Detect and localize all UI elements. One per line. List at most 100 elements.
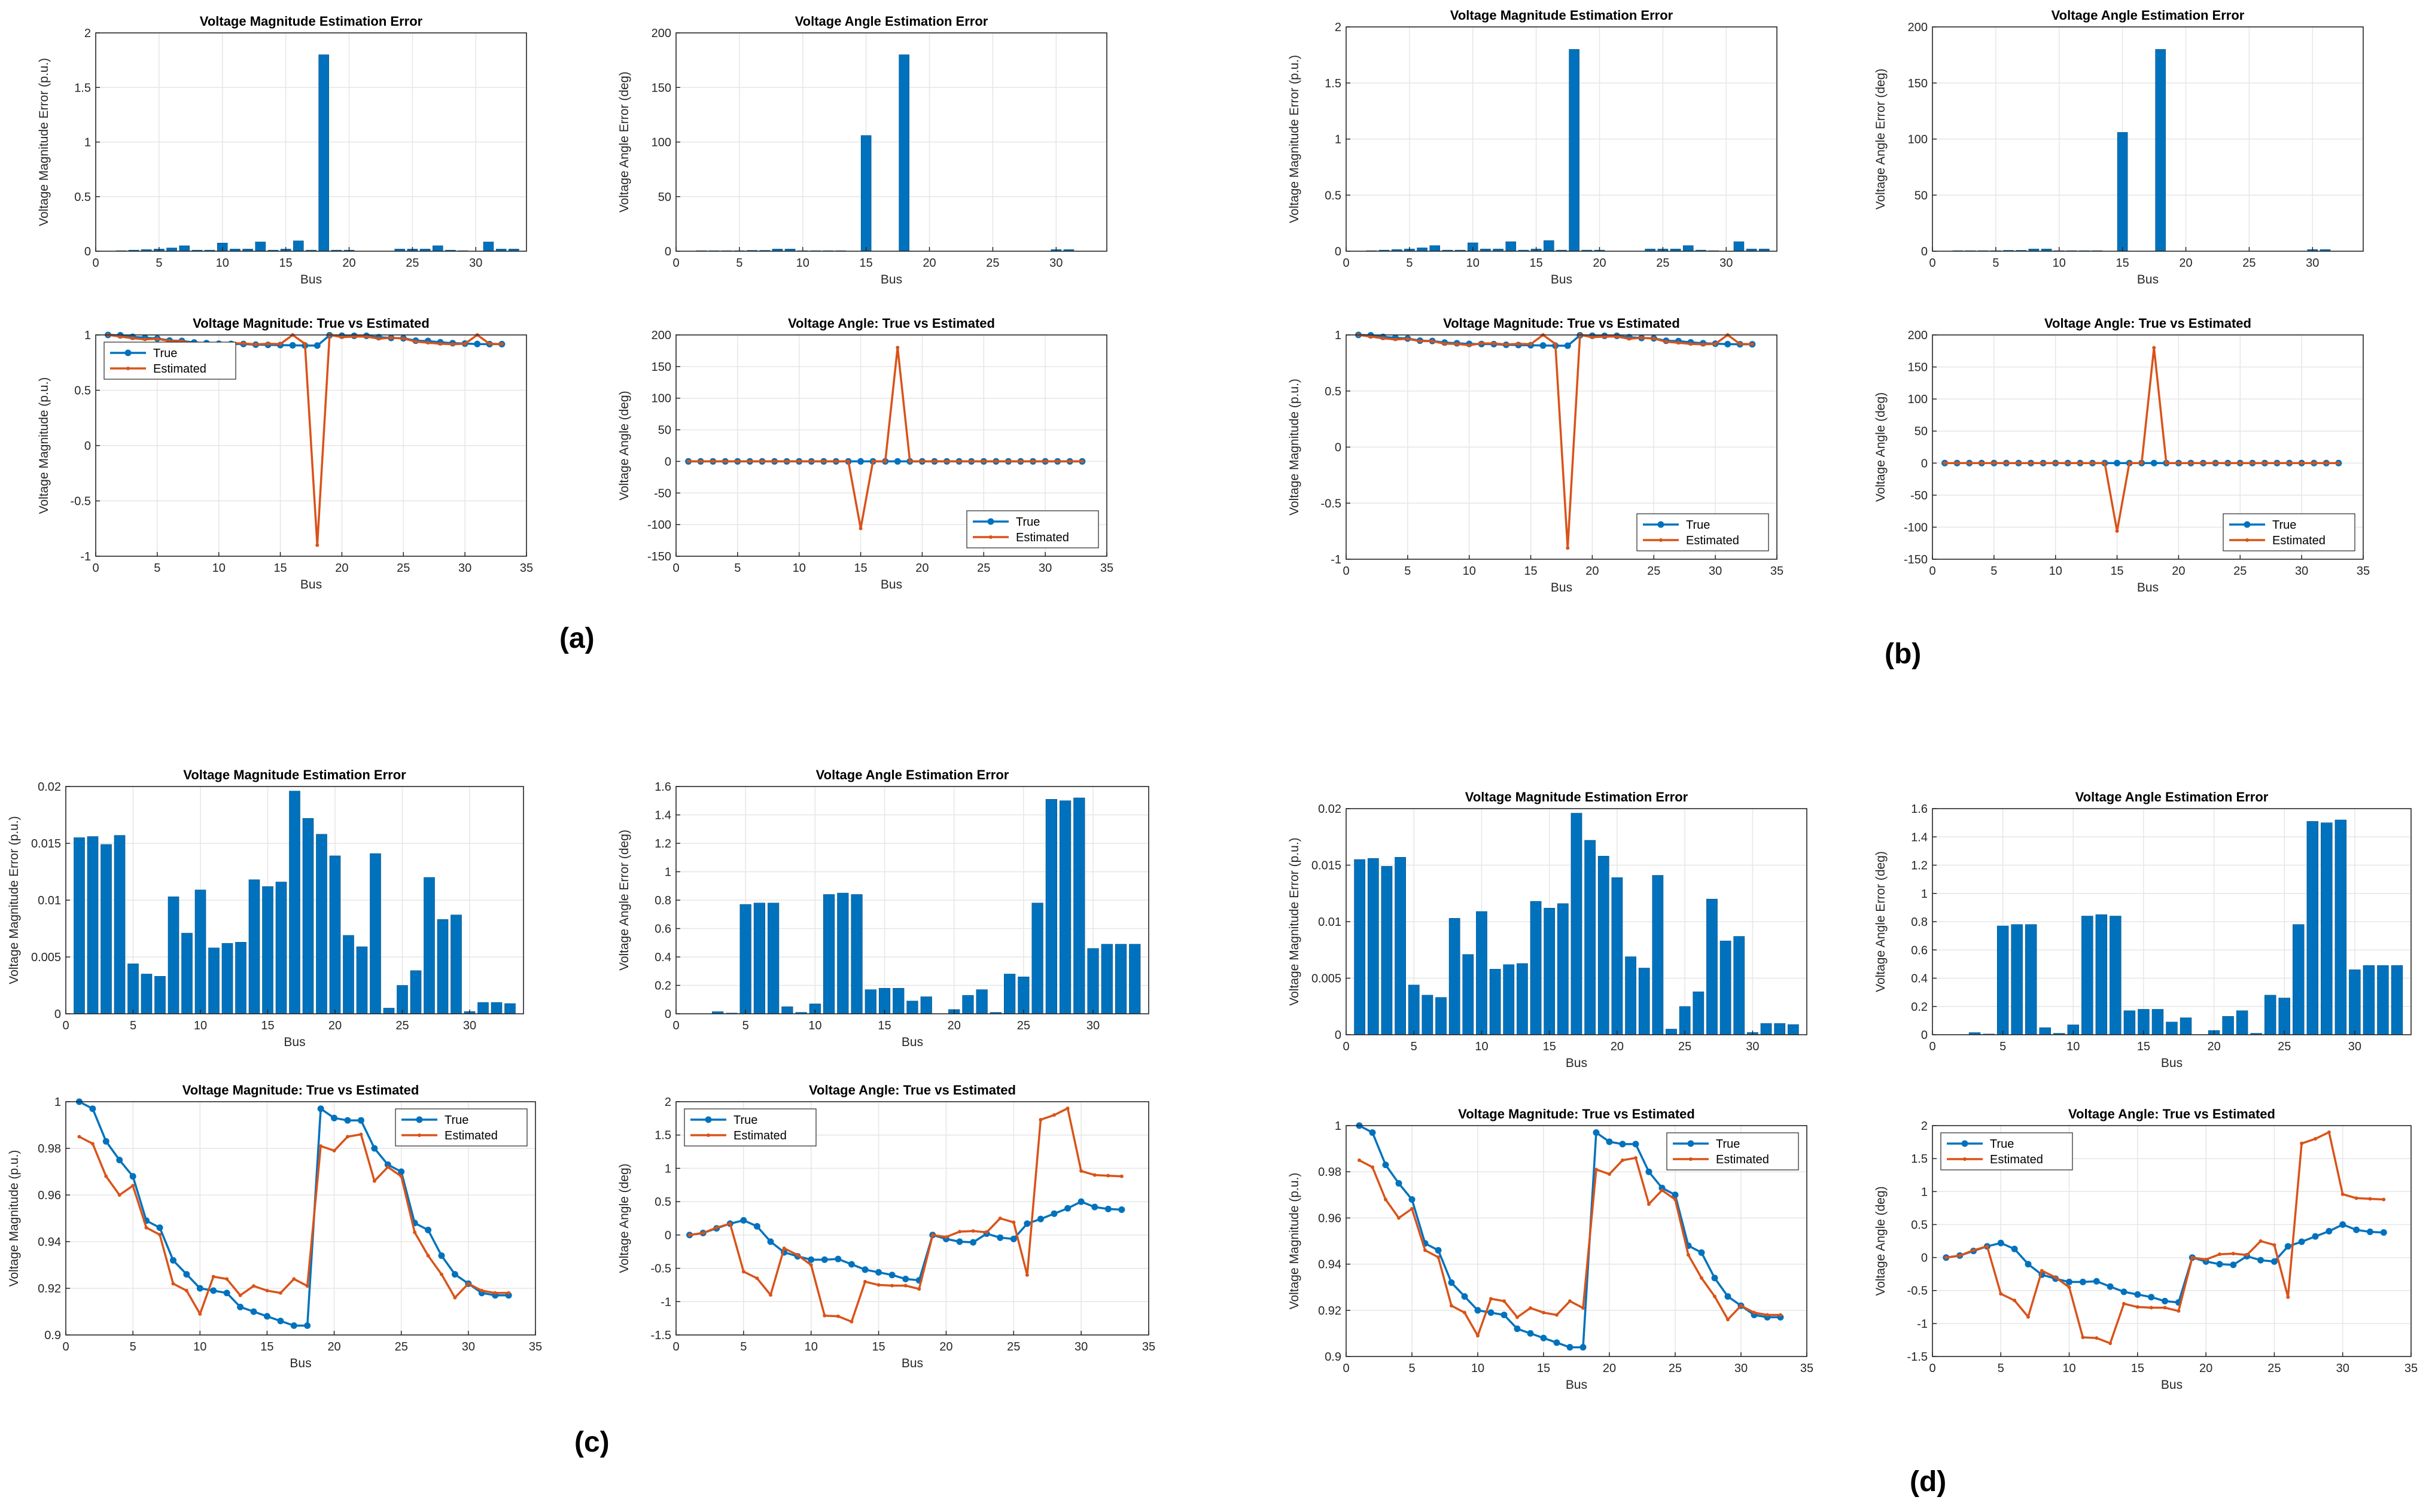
data-point-true [894,458,901,465]
data-point-estimated [500,342,504,346]
bar [1073,797,1085,1014]
data-point-estimated [118,334,123,339]
y-axis-label: Voltage Angle (deg) [617,1163,631,1273]
data-point-estimated [1092,1173,1097,1177]
data-point-estimated [728,1221,732,1226]
data-point-true [2312,1233,2319,1240]
x-tick-label: 5 [1404,565,1411,578]
bar [1584,840,1596,1035]
data-point-estimated [2382,1197,2386,1202]
y-tick-label: 0 [1921,1252,1928,1265]
data-point-estimated [266,342,270,346]
data-point-true [997,1234,1004,1241]
data-point-true [2011,1245,2018,1252]
data-point-true [1579,1344,1587,1351]
data-point-estimated [315,543,319,547]
chart-title: Voltage Angle: True vs Estimated [2068,1106,2275,1121]
x-tick-label: 25 [1017,1019,1030,1032]
data-point-true [102,1138,109,1145]
data-point-estimated [1517,342,1520,346]
y-tick-label: 0.01 [1318,916,1341,929]
data-point-estimated [2189,461,2193,465]
y-tick-label: 150 [652,361,671,374]
data-point-estimated [305,1284,309,1288]
bar [2306,821,2319,1035]
legend: True Estimated [395,1108,528,1147]
data-point-estimated [863,1279,867,1284]
data-point-true [1500,1312,1508,1319]
y-tick-label: 0.94 [38,1236,61,1249]
data-point-estimated [1594,1167,1598,1172]
chart-title: Voltage Magnitude: True vs Estimated [193,316,430,331]
y-tick-label: 1.5 [1325,77,1341,90]
data-point-true [821,1256,828,1263]
chart-title: Voltage Magnitude Estimation Error [183,767,406,782]
data-point-true [89,1105,96,1112]
data-point-estimated [1660,1188,1664,1193]
y-tick-label: 1 [1921,888,1928,901]
data-point-estimated [944,1235,948,1239]
data-point-true [277,1318,284,1325]
bar [1503,964,1515,1035]
data-point-estimated [1955,461,1959,465]
data-point-estimated [2177,1309,2181,1313]
data-point-true [317,1105,324,1112]
data-point-estimated [1031,459,1035,464]
bar [1367,858,1379,1035]
data-point-estimated [2226,461,2230,465]
data-point-estimated [1502,1299,1506,1303]
x-tick-label: 10 [212,562,226,575]
bar [397,985,408,1014]
data-point-estimated [340,335,344,339]
data-point-estimated [1019,459,1022,464]
y-tick-label: 0.9 [44,1329,61,1342]
y-tick-label: 0 [1335,441,1341,455]
data-point-estimated [850,1319,854,1324]
legend-label-estimated: Estimated [733,1129,787,1142]
data-point-estimated [440,1272,443,1276]
y-tick-label: -0.5 [1907,1285,1928,1298]
data-point-true [2230,1261,2237,1269]
x-tick-label: 30 [2295,565,2308,578]
data-point-estimated [1687,1253,1690,1257]
data-point-true [304,1322,311,1329]
x-tick-label: 20 [1593,257,1606,270]
data-point-estimated [958,1230,961,1234]
data-point-estimated [2327,1130,2331,1135]
legend-marker [2245,538,2249,542]
x-tick-label: 5 [1406,257,1413,270]
data-point-true [956,1238,963,1245]
data-point-estimated [2218,1252,2221,1257]
bar [318,54,329,252]
data-point-estimated [2287,461,2291,465]
x-tick-label: 0 [1343,1362,1349,1375]
y-tick-label: 0.9 [1325,1351,1341,1364]
bar [1018,976,1030,1014]
x-tick-label: 25 [977,562,990,575]
y-tick-label: -100 [1904,521,1928,534]
chart-a-1: 0 5 10 15 20 25 30 0 50 100 150 200 Voltage Angle Es… [617,14,1107,286]
data-point-estimated [971,1229,975,1233]
data-point-estimated [1673,1197,1677,1202]
y-tick-label: 1.6 [1911,803,1928,816]
x-tick-label: 5 [154,562,160,575]
data-point-true [290,1322,297,1329]
x-axis-label: Bus [902,1035,923,1049]
data-point-estimated [225,1277,229,1281]
data-point-estimated [2190,1255,2194,1260]
data-point-estimated [1652,337,1656,340]
x-tick-label: 25 [406,257,419,270]
bar [432,245,443,252]
x-axis-label: Bus [881,273,902,286]
data-point-true [2066,1278,2073,1285]
data-point-estimated [2149,1306,2153,1310]
data-point-estimated [2115,529,2119,533]
data-point-estimated [2017,461,2020,465]
data-point-true [1527,1330,1534,1337]
bar [2377,965,2389,1035]
bar [168,897,179,1014]
data-point-true [970,1239,977,1246]
x-axis-label: Bus [2161,1056,2183,1070]
legend-marker [1961,1140,1968,1147]
data-point-true [156,1224,163,1231]
